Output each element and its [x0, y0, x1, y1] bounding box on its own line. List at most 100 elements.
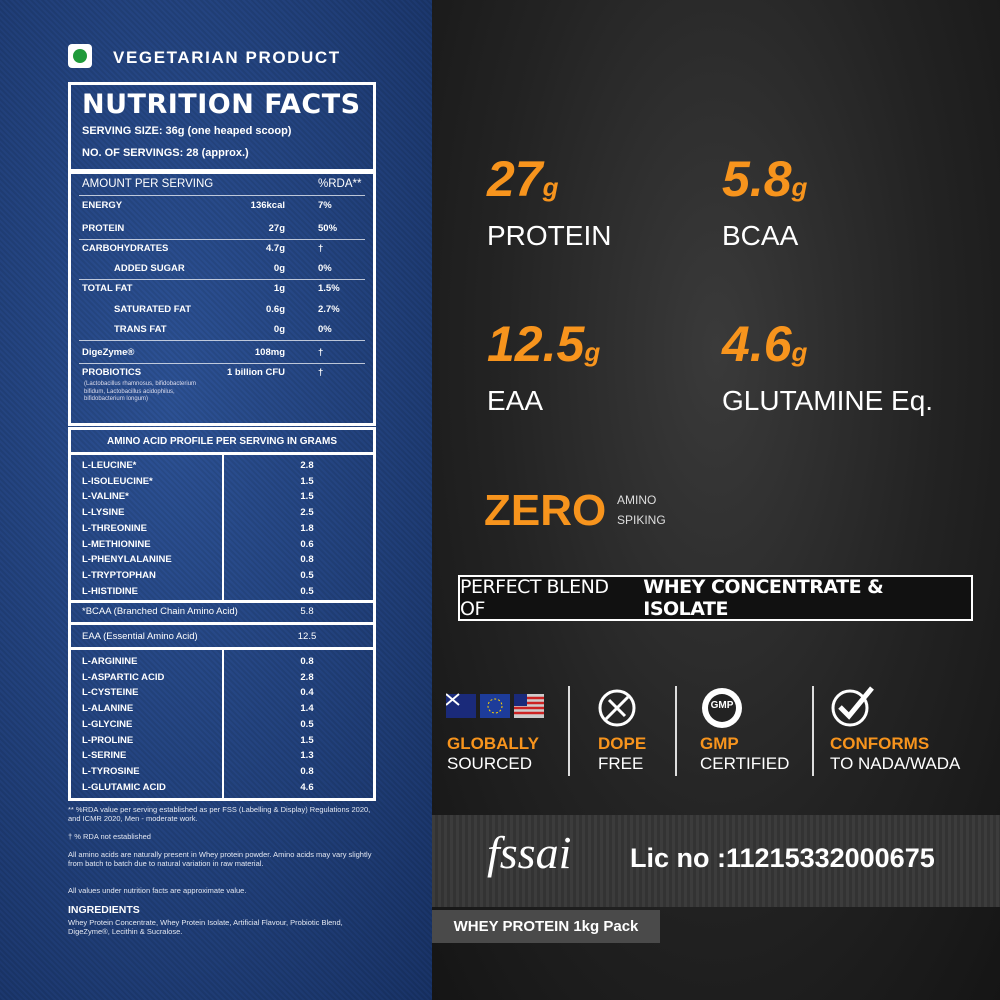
divider: [79, 239, 365, 240]
stat-value: 5.8: [722, 151, 792, 207]
amino-name: EAA (Essential Amino Acid): [82, 631, 198, 642]
divider: [79, 340, 365, 341]
amino-value: 5.8: [300, 606, 314, 617]
amino-name: L-TYROSINE: [82, 765, 140, 777]
stat-label: BCAA: [722, 220, 799, 251]
ingredients-text: Whey Protein Concentrate, Whey Protein I…: [68, 918, 343, 936]
stat-unit: g: [584, 337, 601, 367]
veg-label: VEGETARIAN PRODUCT: [113, 48, 341, 67]
nutrient-rda: 7%: [318, 200, 332, 211]
amino-value: 2.8: [300, 671, 314, 683]
nutrient-rda: 0%: [318, 324, 332, 335]
amino-value: 0.5: [300, 718, 314, 730]
flag-eu: [480, 694, 510, 718]
stat-number: 12.5g: [487, 315, 600, 373]
stat-value: 27: [487, 151, 543, 207]
banner-bold: WHEY CONCENTRATE & ISOLATE: [643, 576, 884, 620]
stat-number: 27g: [487, 150, 559, 208]
nutrient-name: DigeZyme®: [82, 347, 135, 358]
nutrient-rda: 2.7%: [318, 304, 340, 315]
probiotics-note: (Lactobacillus rhamnosus, bifidobacteriu…: [84, 381, 197, 402]
footnote: All amino acids are naturally present in…: [68, 850, 372, 868]
amino-name: *BCAA (Branched Chain Amino Acid): [82, 606, 238, 617]
nutrient-name: TRANS FAT: [114, 324, 167, 335]
amino-name: L-ALANINE: [82, 703, 134, 715]
veg-dot: [73, 49, 87, 63]
badge-title: GMP: [700, 734, 739, 753]
stat-label: GLUTAMINE Eq.: [722, 385, 934, 416]
amino-value: 1.4: [300, 703, 314, 715]
icon-check: [838, 686, 874, 720]
stat-unit: g: [791, 337, 808, 367]
nutrient-rda: 0%: [318, 263, 332, 274]
nutrient-amount: 0g: [273, 324, 285, 335]
amino-box: AMINO ACID PROFILE PER SERVING IN GRAMS …: [68, 427, 376, 801]
divider: [71, 169, 373, 174]
amino-value: 0.8: [300, 656, 314, 667]
veg-icon: [68, 44, 92, 68]
amino-value: 1.8: [300, 522, 314, 534]
nutrient-rda: †: [318, 243, 324, 254]
amino-value: 0.4: [300, 687, 314, 699]
amino-name: L-ISOLEUCINE*: [82, 475, 153, 487]
pack-label: WHEY PROTEIN 1kg Pack: [432, 910, 660, 943]
badge-subtitle: SOURCED: [447, 754, 533, 773]
dope-free-icon: [598, 689, 636, 727]
amino-value: 1.5: [300, 734, 314, 746]
badge-subtitle: CERTIFIED: [700, 754, 790, 773]
flags-icon: [446, 693, 544, 718]
amino-value: 0.5: [300, 569, 314, 581]
amino-value: 0.5: [300, 585, 314, 597]
divider: [79, 279, 365, 280]
amino-name: L-PROLINE: [82, 734, 134, 746]
nutrient-rda: 1.5%: [318, 283, 340, 294]
zero-line: AMINO: [617, 493, 657, 507]
stat-label: EAA: [487, 385, 544, 416]
amino-value: 4.6: [300, 781, 314, 793]
nutrition-title: NUTRITION FACTS: [82, 89, 361, 120]
fssai-band: [432, 815, 1000, 907]
nutrient-amount: 0.6g: [265, 304, 285, 315]
zero-title: ZERO: [484, 486, 607, 535]
nutrient-amount: 0g: [273, 263, 285, 274]
divider: [71, 600, 373, 603]
nutrient-amount: 1g: [273, 283, 285, 294]
amino-name: L-LEUCINE*: [82, 460, 137, 471]
amino-value: 2.5: [300, 507, 314, 519]
badge-subtitle: FREE: [598, 754, 644, 773]
amino-title: AMINO ACID PROFILE PER SERVING IN GRAMS: [106, 436, 338, 447]
amino-name: L-PHENYLALANINE: [82, 554, 172, 566]
amino-value: 1.5: [300, 491, 314, 503]
amino-value: 1.3: [300, 750, 314, 762]
amino-value: 12.5: [297, 631, 317, 642]
nutrient-rda: †: [318, 367, 324, 378]
amino-name: L-ASPARTIC ACID: [82, 671, 165, 683]
gmp-icon-text: GMP: [710, 700, 734, 711]
amino-name: L-GLUTAMIC ACID: [82, 781, 166, 793]
badge-divider: [675, 686, 677, 776]
nutrient-amount: 136kcal: [250, 200, 285, 211]
stat-unit: g: [791, 172, 808, 202]
amino-name: L-CYSTEINE: [82, 687, 139, 699]
stat-value: 12.5: [487, 316, 585, 372]
nutrient-rda: 50%: [318, 223, 338, 234]
ingredients-title: INGREDIENTS: [68, 904, 140, 916]
seal-inner: [708, 694, 736, 722]
uk-cross: [446, 693, 460, 706]
stat-number: 5.8g: [722, 150, 807, 208]
nutrition-panel: [0, 0, 432, 1000]
nutrient-name: SATURATED FAT: [114, 304, 192, 315]
header-rda: %RDA**: [318, 178, 362, 190]
amino-name: L-ARGININE: [82, 656, 138, 667]
stat-label: PROTEIN: [487, 220, 612, 251]
nutrient-name: ADDED SUGAR: [114, 263, 185, 274]
blend-banner: PERFECT BLEND OF WHEY CONCENTRATE & ISOL…: [458, 575, 973, 621]
amino-name: L-TRYPTOPHAN: [82, 569, 156, 581]
nutrient-rda: †: [318, 347, 324, 358]
divider: [79, 363, 365, 364]
icon-circle: [598, 689, 636, 727]
column-divider: [222, 647, 224, 799]
nutrient-amount: 4.7g: [265, 243, 285, 254]
